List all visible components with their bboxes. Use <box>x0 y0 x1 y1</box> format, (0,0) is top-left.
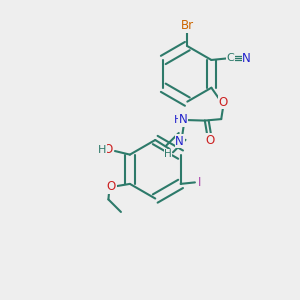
Text: C: C <box>226 53 234 63</box>
Text: N: N <box>242 52 251 65</box>
Text: I: I <box>198 176 201 189</box>
Text: O: O <box>219 96 228 109</box>
Text: N: N <box>178 113 188 126</box>
Text: Br: Br <box>181 19 194 32</box>
Text: H: H <box>164 149 172 159</box>
Text: H: H <box>98 145 106 155</box>
Text: O: O <box>206 134 215 147</box>
Text: H: H <box>174 115 182 125</box>
Text: O: O <box>107 180 116 194</box>
Text: N: N <box>175 135 184 148</box>
Text: O: O <box>103 143 112 156</box>
